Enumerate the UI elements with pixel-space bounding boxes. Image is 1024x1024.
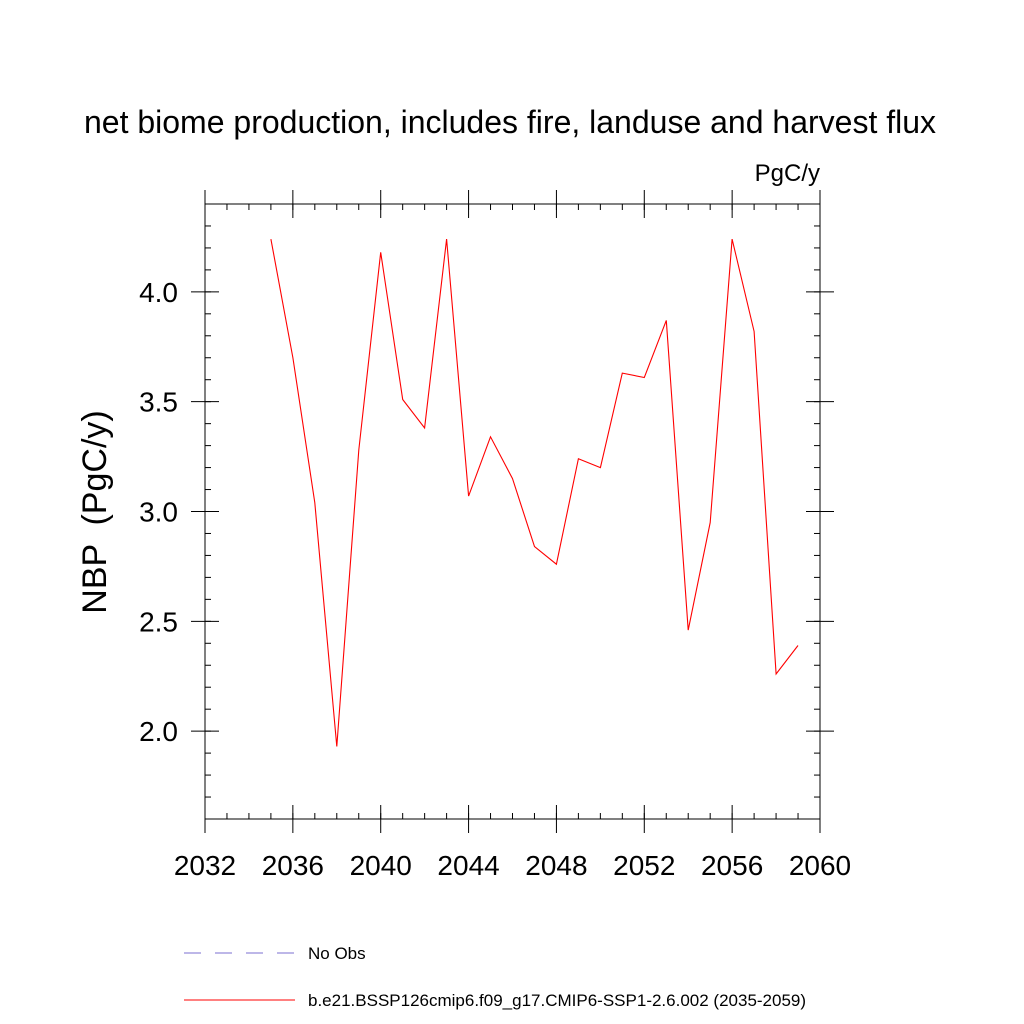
legend-label: b.e21.BSSP126cmip6.f09_g17.CMIP6-SSP1-2.… [308,991,806,1010]
axis-ticks [191,190,834,833]
units-label: PgC/y [755,160,820,187]
y-tick-label: 4.0 [139,277,178,308]
y-tick-label: 2.5 [139,606,178,637]
plot-frame [204,203,821,820]
chart-title: net biome production, includes fire, lan… [84,104,936,140]
x-tick-label: 2032 [174,850,236,881]
x-tick-label: 2036 [262,850,324,881]
x-tick-label: 2040 [350,850,412,881]
series-layer [270,238,799,747]
x-tick-label: 2048 [525,850,587,881]
x-tick-label: 2052 [613,850,675,881]
x-tick-label: 2044 [437,850,499,881]
series-line [270,238,799,747]
y-tick-label: 3.5 [139,387,178,418]
x-tick-label: 2056 [701,850,763,881]
legend: No Obs b.e21.BSSP126cmip6.f09_g17.CMIP6-S… [184,944,806,1010]
y-tick-label: 3.0 [139,497,178,528]
x-tick-label: 2060 [789,850,851,881]
axis-tick-labels: 2032 2036 2040 2044 2048 2052 2056 2060 2.0 2.5 3.… [139,277,851,881]
legend-label: No Obs [308,944,366,963]
y-axis-label: NBP (PgC/y) [76,410,114,613]
y-tick-label: 2.0 [139,716,178,747]
